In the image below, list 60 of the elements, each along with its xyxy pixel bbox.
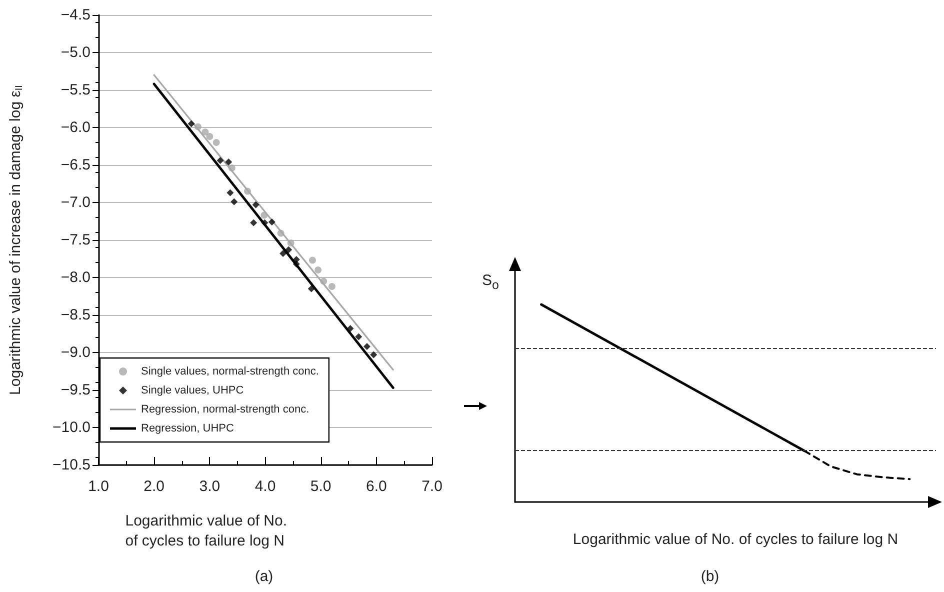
point	[202, 128, 209, 136]
x-axis-title: Logarithmic value of No. of cycles to failure log N	[572, 531, 898, 548]
point	[194, 123, 202, 130]
y-tick-label: −6.0	[60, 119, 90, 136]
point	[206, 133, 214, 140]
point	[244, 188, 251, 195]
text: (b)	[700, 568, 720, 585]
x-tick-label: 5.0	[310, 478, 332, 495]
x-tick-label: 4.0	[254, 478, 276, 495]
x-tick-label: 2.0	[144, 478, 165, 495]
point	[287, 240, 294, 246]
legend-label: Regression, normal-strength conc.	[141, 404, 310, 416]
y-tick-label: −8.0	[60, 269, 90, 286]
point	[328, 283, 336, 290]
x-tick-label: 1.0	[88, 478, 109, 495]
point	[260, 212, 268, 219]
point	[188, 120, 195, 128]
point	[230, 198, 238, 206]
legend-label: Single values, normal-strength conc.	[141, 366, 319, 378]
y-tick-label: −5.5	[60, 82, 90, 98]
point	[370, 351, 378, 358]
y-tick-label: −5.0	[60, 44, 90, 61]
x-tick-label: 7.0	[422, 478, 442, 495]
point	[228, 164, 236, 172]
y-tick-label: −8.5	[60, 306, 90, 324]
point	[280, 250, 287, 257]
point	[355, 333, 362, 340]
point	[250, 219, 258, 226]
x-tick-label: 6.0	[366, 478, 387, 495]
point	[346, 325, 354, 332]
x-tick-label: 3.0	[199, 478, 220, 495]
x-axis-title: Logarithmic value of No. of cycles to failure log N	[125, 512, 287, 550]
y-axis-title: Logarithmic value of increase in damage log εII	[7, 85, 25, 395]
y-tick-label: −10.0	[52, 419, 90, 436]
point	[309, 256, 316, 264]
point	[292, 260, 300, 268]
y-tick-label: −9.5	[60, 382, 90, 398]
point	[308, 285, 315, 292]
legend-label: Regression, UHPC	[141, 422, 234, 434]
point	[225, 158, 232, 166]
y-axis-title: S$_{o}$	[482, 272, 499, 292]
point	[216, 157, 224, 164]
point	[277, 230, 284, 237]
y-tick-label: −7.5	[60, 232, 90, 248]
legend-label: Single values, UHPC	[141, 384, 244, 396]
point	[226, 189, 234, 196]
point	[314, 266, 322, 274]
y-tick-label: −9.0	[60, 344, 90, 361]
point	[320, 278, 328, 285]
y-tick-label: −7.0	[60, 194, 90, 211]
y-tick-label: −4.5	[60, 6, 90, 24]
point	[285, 246, 292, 254]
point	[212, 139, 220, 146]
y-tick-label: −6.5	[60, 156, 90, 174]
point	[363, 343, 370, 350]
text: (a)	[254, 568, 274, 585]
point	[261, 219, 268, 226]
y-tick-label: −10.5	[52, 456, 90, 474]
point	[252, 201, 260, 208]
point	[268, 218, 276, 226]
